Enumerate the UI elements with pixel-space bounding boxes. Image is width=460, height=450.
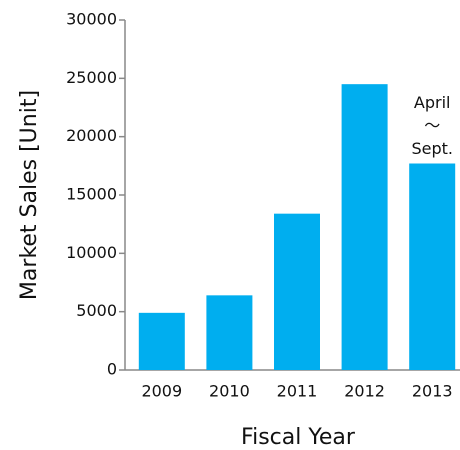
x-tick-label: 2009 [141,382,182,401]
bar [341,84,388,371]
bar [206,295,253,370]
y-axis-title: Market Sales [Unit] [17,90,42,300]
x-tick-label: 2013 [412,382,453,401]
x-tick-label: 2012 [344,382,385,401]
y-tick-label: 5000 [76,301,117,320]
bar [274,213,320,370]
y-tick-label: 15000 [66,185,117,204]
x-tick-label: 2011 [277,382,318,401]
bar [138,312,185,370]
y-tick-label: 20000 [66,126,117,145]
x-axis-title: Fiscal Year [241,425,356,450]
annotation: Sept. [411,139,453,158]
x-tick-label: 2010 [209,382,250,401]
y-tick-label: 25000 [66,68,117,87]
bar [409,163,456,370]
annotation: ～ [424,116,440,135]
y-tick-label: 10000 [66,243,117,262]
y-tick-label: 30000 [66,10,117,29]
y-tick-label: 0 [107,360,117,379]
annotation: April [414,93,451,112]
